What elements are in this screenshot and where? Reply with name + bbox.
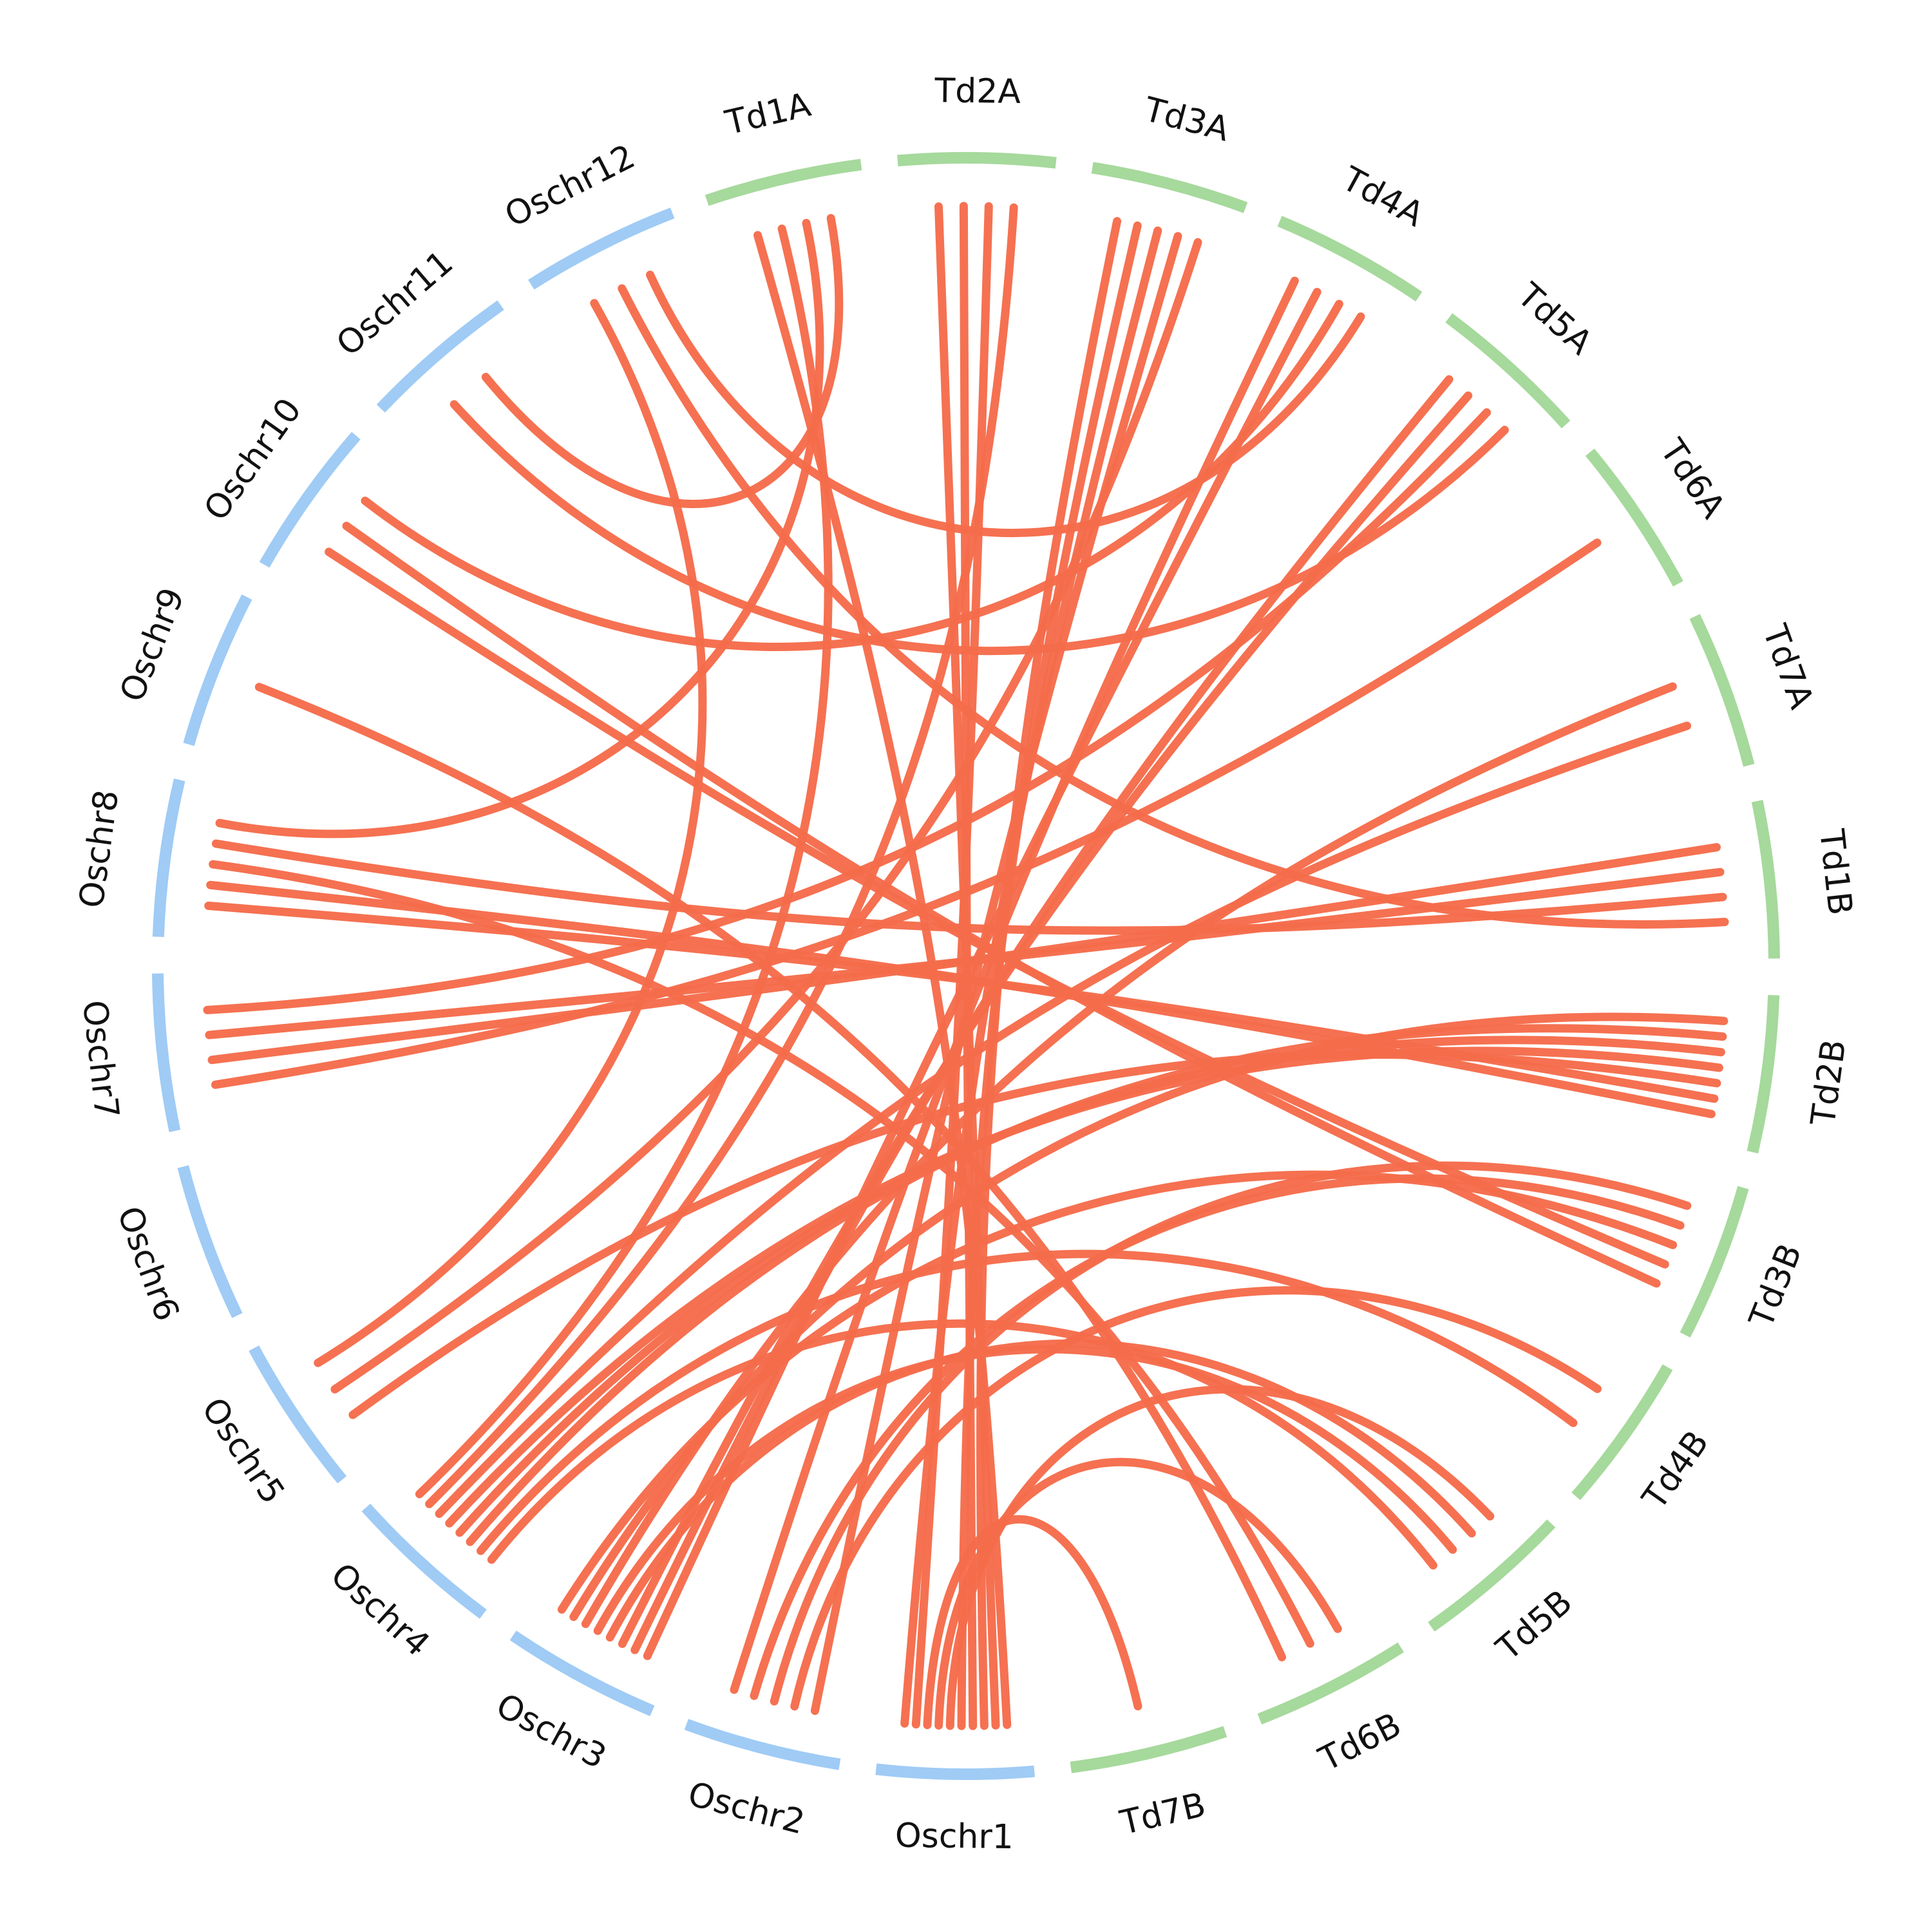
segment-arc-td4b (1571, 1364, 1673, 1501)
segment-label-oschr4: Oschr4 (323, 1556, 437, 1664)
link-oschr12-td4a (646, 270, 1365, 538)
link-oschr4-td7a (435, 721, 1692, 1519)
segment-label-td3a: Td3A (1140, 90, 1234, 149)
segment-arc-td6a (1585, 448, 1683, 587)
segment-label-td5a: Td5A (1510, 276, 1600, 363)
segment-label-oschr1: Oschr1 (895, 1817, 1014, 1857)
segment-label-td6b: Td6B (1312, 1705, 1407, 1779)
segments-layer (152, 152, 1780, 1780)
segment-arc-oschr1 (875, 1763, 1035, 1780)
segment-arc-oschr6 (177, 1165, 243, 1318)
segment-label-td2a: Td2A (934, 71, 1021, 111)
link-oschr10-td4a (361, 299, 1343, 651)
segment-label-oschr5: Oschr5 (194, 1391, 292, 1511)
links-layer (203, 202, 1729, 1730)
segment-arc-td2a (897, 152, 1057, 169)
segment-arc-oschr7 (152, 973, 181, 1132)
segment-arc-td5b (1428, 1519, 1556, 1632)
segment-label-oschr7: Oschr7 (75, 998, 126, 1120)
link-oschr5-td3a (330, 238, 1202, 1394)
segment-label-td1b: Td1B (1812, 827, 1859, 917)
link-oschr5-oschr12 (314, 299, 707, 1367)
segment-arc-oschr2 (684, 1719, 841, 1770)
segment-arc-oschr3 (509, 1630, 655, 1716)
link-oschr4-td4b (477, 1249, 1578, 1555)
segment-arc-td1b (1751, 800, 1780, 959)
segment-arc-oschr11 (376, 300, 504, 413)
segment-arc-td7a (1689, 614, 1755, 767)
link-oschr3-td7a (581, 682, 1677, 1629)
segment-arc-td3b (1680, 1186, 1749, 1338)
segment-label-td1a: Td1A (721, 86, 815, 143)
segment-label-td6a: Td6A (1652, 432, 1732, 526)
segment-arc-td1a (705, 158, 862, 206)
segment-label-td7b: Td7B (1116, 1786, 1209, 1843)
segment-arc-td4a (1277, 216, 1423, 302)
segment-label-oschr10: Oschr10 (197, 392, 310, 528)
segment-arc-td6b (1257, 1642, 1405, 1725)
segment-label-oschr9: Oschr9 (113, 583, 192, 707)
link-oschr4-td2a (425, 203, 1018, 1508)
segment-label-td5b: Td5B (1489, 1583, 1580, 1669)
link-oschr9-td6b (254, 683, 1286, 1662)
segment-arc-td5a (1445, 313, 1571, 429)
link-oschr4-td1a (415, 224, 833, 1499)
link-oschr2-td4a (730, 276, 1299, 1694)
segment-label-oschr6: Oschr6 (109, 1202, 186, 1326)
link-oschr8-td1b (211, 839, 1727, 935)
segment-label-oschr12: Oschr12 (499, 137, 641, 235)
link-oschr2-td4b (790, 1286, 1602, 1711)
link-oschr4-td2b (455, 1036, 1725, 1537)
link-oschr7-td1b (205, 867, 1725, 1039)
link-oschr12-td1b (618, 284, 1729, 929)
segment-label-td3b: Td3B (1742, 1238, 1810, 1333)
segment-label-td4a: Td4A (1335, 159, 1430, 234)
segment-label-oschr8: Oschr8 (72, 788, 126, 910)
segment-label-oschr2: Oschr2 (684, 1775, 808, 1842)
link-oschr1-td3a (900, 226, 1162, 1728)
segment-arc-oschr4 (361, 1503, 487, 1619)
link-oschr1-td3a (957, 221, 1142, 1730)
link-oschr7-td5a (203, 408, 1492, 1014)
segment-label-td4b: Td4B (1635, 1424, 1717, 1517)
link-oschr1-td7b (923, 1515, 1142, 1729)
segment-arc-oschr5 (249, 1345, 347, 1484)
link-oschr8-td2b (206, 880, 1716, 1119)
link-oschr1-td6b (934, 1457, 1342, 1730)
link-oschr4-td2b (445, 1046, 1723, 1528)
link-oschr11-td5a (450, 400, 1509, 656)
segment-arc-oschr9 (183, 594, 252, 746)
link-oschr1-td2a (959, 202, 978, 1730)
link-oschr8-td1a (215, 218, 824, 838)
segment-arc-oschr12 (527, 207, 675, 290)
segment-arc-td2b (1747, 994, 1780, 1154)
segment-label-td7a: Td7A (1755, 620, 1821, 714)
segment-arc-td3a (1091, 162, 1248, 213)
link-oschr3-td5b (593, 1345, 1457, 1635)
link-oschr1-td5b (945, 1385, 1495, 1730)
link-oschr4-td5b (487, 1319, 1437, 1570)
link-oschr3-td4a (643, 287, 1321, 1660)
link-oschr7-td6a (211, 538, 1602, 1089)
segment-arc-td7b (1070, 1726, 1227, 1774)
segment-arc-oschr10 (259, 431, 361, 568)
segment-label-oschr3: Oschr3 (489, 1686, 612, 1776)
link-oschr3-td3b (557, 1170, 1678, 1614)
segment-label-td2b: Td2B (1804, 1037, 1853, 1128)
segment-arc-oschr8 (152, 778, 185, 938)
link-oschr10-td3b (342, 522, 1661, 1288)
link-oschr8-td6b (209, 860, 1314, 1648)
